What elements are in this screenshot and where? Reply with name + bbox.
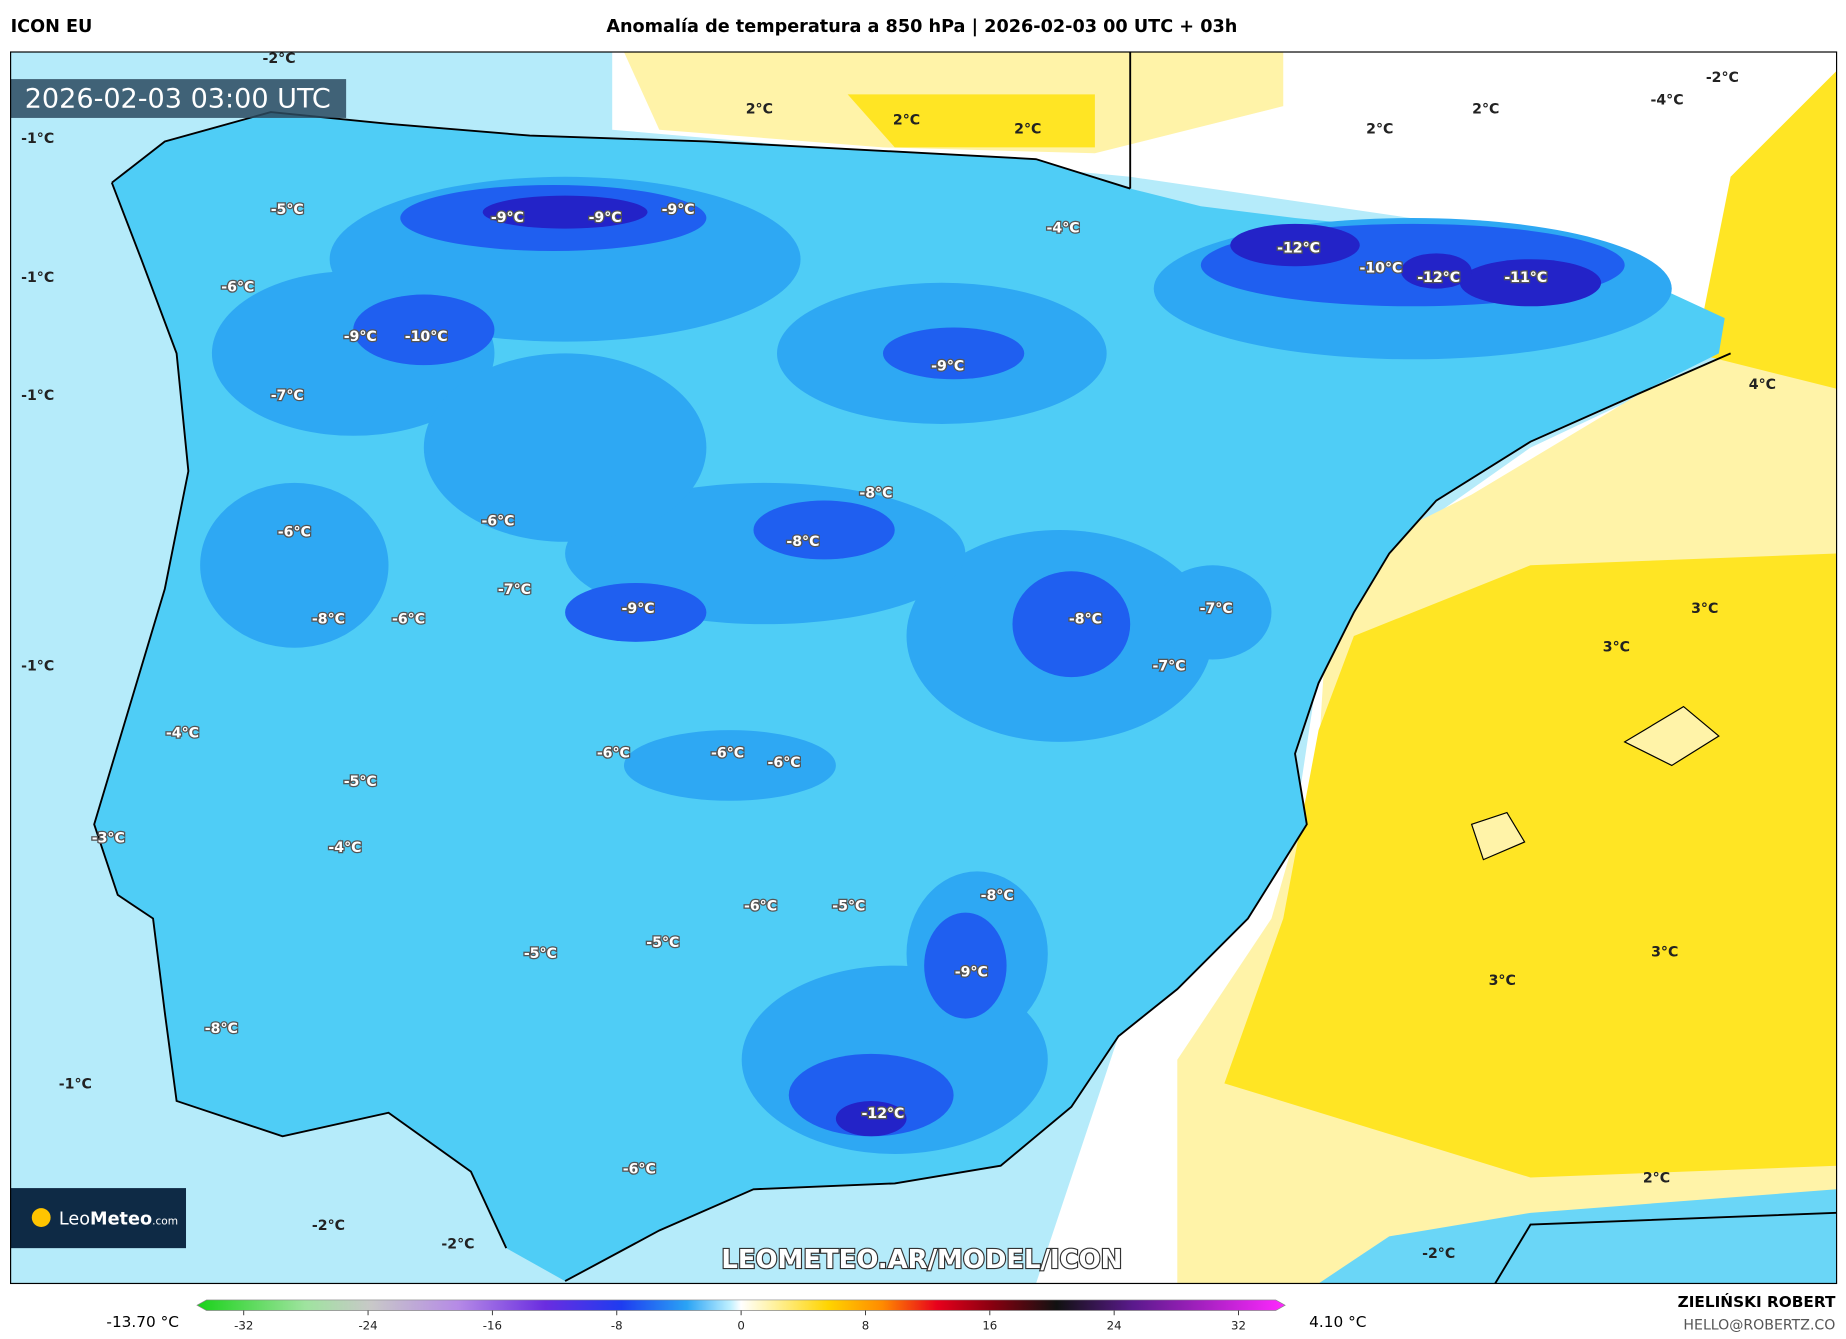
map-frame: [10, 51, 1838, 1285]
temperature-label: -11°C: [1504, 270, 1547, 286]
africa-cold: [1318, 1189, 1837, 1284]
temperature-label: 2°C: [1366, 122, 1393, 138]
cold-extremes: [482, 195, 1602, 1137]
temperature-label: 2°C: [1014, 122, 1041, 138]
temperature-label: -2°C: [441, 1237, 474, 1253]
map-title: Anomalía de temperatura a 850 hPa | 2026…: [606, 17, 1237, 37]
temperature-label: -5°C: [344, 774, 377, 790]
temperature-label: 3°C: [1691, 601, 1718, 617]
temperature-label: -5°C: [646, 935, 679, 951]
logo-suffix: .com: [152, 1216, 178, 1228]
colorbar-tick-label: -8: [611, 1318, 623, 1332]
model-name: ICON EU: [11, 17, 93, 37]
temperature-label: -4°C: [166, 726, 199, 742]
colorbar-tick-label: 16: [982, 1318, 997, 1332]
temperature-label: -8°C: [1069, 611, 1102, 627]
temperature-label: -12°C: [1277, 241, 1320, 257]
colorbar-tick-label: -16: [483, 1318, 502, 1332]
logo-brand: Leo: [59, 1210, 90, 1230]
temperature-label: -1°C: [21, 659, 54, 675]
coastline: [93, 52, 1837, 1284]
temperature-label: -9°C: [589, 210, 622, 226]
temperature-label: 2°C: [1472, 102, 1499, 118]
time-box: [10, 79, 347, 118]
temperature-label: -4°C: [328, 840, 361, 856]
email: HELLO@ROBERTZ.CO: [1683, 1317, 1835, 1333]
temperature-label: -7°C: [498, 582, 531, 598]
colorbar-tick-label: -24: [358, 1318, 377, 1332]
colorbar-tick-label: 24: [1107, 1318, 1122, 1332]
temperature-label: 3°C: [1489, 973, 1516, 989]
temperature-label: -9°C: [622, 601, 655, 617]
logo: LeoMeteo.com: [59, 1210, 178, 1230]
colorbar-tick-label: 32: [1231, 1318, 1246, 1332]
temperature-label: -10°C: [405, 329, 448, 345]
temperature-label: -5°C: [832, 899, 865, 915]
temperature-label: 2°C: [1643, 1171, 1670, 1187]
temperature-label: -9°C: [491, 210, 524, 226]
watermark: LEOMETEO.AR/MODEL/ICON: [721, 1245, 1122, 1275]
temperature-label: -1°C: [21, 270, 54, 286]
temperature-label: 2°C: [746, 102, 773, 118]
temperature-label: -12°C: [1417, 270, 1460, 286]
temperature-label: -2°C: [262, 51, 295, 67]
temperature-label: -6°C: [768, 755, 801, 771]
valid-time: 2026-02-03 03:00 UTC: [25, 83, 331, 114]
temperature-label: -9°C: [662, 202, 695, 218]
temperature-label: -4°C: [1651, 92, 1684, 108]
temperature-label: -2°C: [312, 1218, 345, 1234]
colorbar-scale: [196, 1299, 1286, 1311]
temperature-label: -2°C: [1706, 70, 1739, 86]
temperature-label: -4°C: [1047, 221, 1080, 237]
colorbar: -32 -24 -16 -8 0 8 16 24 32: [196, 1299, 1286, 1332]
temperature-label: -6°C: [744, 899, 777, 915]
temperature-label: -3°C: [92, 830, 125, 846]
colorbar-tick-label: -32: [234, 1318, 253, 1332]
temperature-label: -9°C: [931, 358, 964, 374]
logo-sun: [31, 1208, 51, 1227]
temperature-label: 4°C: [1749, 377, 1776, 393]
warm-core: [1695, 70, 1837, 389]
temperature-label: 2°C: [893, 112, 920, 128]
temperature-label: -1°C: [59, 1076, 92, 1092]
balearic-islands: [1470, 705, 1720, 861]
temperature-label: -6°C: [623, 1161, 656, 1177]
colorbar-tick-label: 0: [737, 1318, 745, 1332]
temperature-label: -7°C: [1200, 601, 1233, 617]
temperature-label: -8°C: [786, 534, 819, 550]
temperature-label: -6°C: [711, 746, 744, 762]
temperature-label: -6°C: [597, 746, 630, 762]
colorbar-tick-label: 8: [862, 1318, 870, 1332]
temperature-label: -6°C: [481, 514, 514, 530]
temperature-label: -1°C: [21, 131, 54, 147]
temperature-label: -6°C: [278, 524, 311, 540]
temperature-label: -7°C: [271, 388, 304, 404]
temperature-label: -5°C: [524, 946, 557, 962]
temperature-label: -9°C: [344, 329, 377, 345]
temperature-label: -5°C: [271, 202, 304, 218]
temperature-label: -8°C: [205, 1021, 238, 1037]
temperature-label: -9°C: [955, 965, 988, 981]
temperature-label: -6°C: [392, 611, 425, 627]
colorbar-max: 4.10 °C: [1309, 1313, 1366, 1331]
temperature-label: -8°C: [859, 485, 892, 501]
temperature-label: 3°C: [1651, 945, 1678, 961]
temperature-label: -10°C: [1360, 261, 1403, 277]
colorbar-min: -13.70 °C: [106, 1313, 179, 1331]
temperature-label: -7°C: [1153, 659, 1186, 675]
warm-core: [847, 94, 1095, 148]
temperature-label: -8°C: [981, 888, 1014, 904]
map-labels: -2°C -1°C -1°C -1°C -1°C -1°C -2°C -2°C -2°C 2°C 3…: [21, 51, 1776, 1262]
temperature-label: -8°C: [312, 611, 345, 627]
temperature-label: 3°C: [1603, 640, 1630, 656]
temperature-label: -6°C: [221, 279, 254, 295]
temperature-label: -12°C: [862, 1106, 905, 1122]
map: -2°C -1°C -1°C -1°C -1°C -1°C -2°C -2°C -2°C 2°C 3…: [10, 51, 1837, 1284]
author: ZIELIŃSKI ROBERT: [1678, 1292, 1836, 1311]
temperature-label: -2°C: [1422, 1246, 1455, 1262]
logo-brand-bold: Meteo: [90, 1210, 152, 1230]
temperature-label: -1°C: [21, 388, 54, 404]
